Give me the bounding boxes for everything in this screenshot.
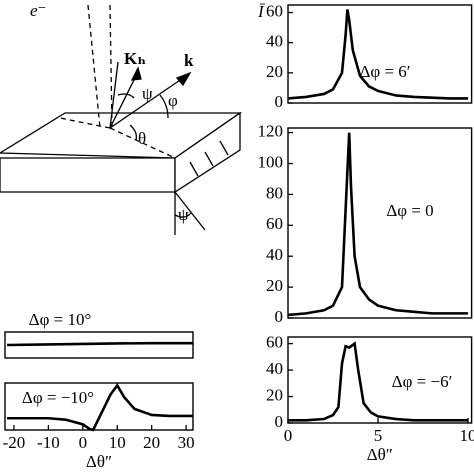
y-tick-label: 0: [275, 92, 284, 111]
data-line: [288, 341, 468, 422]
y-tick-label: 0: [275, 412, 284, 431]
x-tick-label: 0: [79, 433, 88, 452]
annotation: Δφ = 10°: [29, 310, 92, 329]
data-line: [7, 341, 193, 347]
diagram-label: Kₕ: [124, 49, 146, 68]
annotation: Δφ = −6′: [392, 372, 453, 391]
plot-frame: [4, 331, 194, 359]
annotation: Δφ = 0: [386, 201, 433, 220]
y-tick-label: 0: [275, 307, 284, 326]
x-tick-label: 10: [109, 433, 126, 452]
y-axis-label: Ī: [257, 2, 266, 21]
y-tick-label: 120: [258, 122, 284, 141]
x-axis-label: Δθ″: [367, 445, 393, 464]
diagram-label: ψ: [142, 84, 153, 103]
y-tick-label: 20: [266, 385, 283, 404]
y-tick-label: 80: [266, 183, 283, 202]
diagram-label: k: [184, 51, 194, 70]
annotation: Δφ = 6′: [359, 62, 410, 81]
diagram-label: θ: [138, 129, 146, 148]
y-tick-label: 20: [266, 62, 283, 81]
plot-frame: [4, 382, 194, 431]
x-tick-label: 5: [374, 426, 383, 445]
diagram: [0, 4, 243, 235]
diagram-label: e⁻: [30, 1, 47, 20]
annotation: Δφ = −10°: [22, 388, 94, 407]
x-tick-label: 10: [460, 426, 474, 445]
y-tick-label: 60: [266, 214, 283, 233]
y-tick-label: 100: [258, 152, 284, 171]
data-line: [287, 9, 468, 100]
plot-frame: [287, 4, 473, 104]
data-line: [287, 132, 468, 317]
y-tick-label: 60: [266, 1, 283, 20]
y-tick-label: 40: [266, 32, 283, 51]
diagram-label: ψ: [178, 205, 189, 224]
x-tick-label: 0: [284, 426, 293, 445]
x-tick-label: -10: [37, 433, 60, 452]
plot-frame: [287, 336, 473, 424]
y-tick-label: 20: [266, 276, 283, 295]
x-tick-label: 30: [178, 433, 195, 452]
x-axis-label: Δθ″: [86, 452, 112, 471]
diagram-label: φ: [168, 91, 178, 110]
plot-frame: [287, 127, 473, 319]
x-tick-label: 20: [143, 433, 160, 452]
y-tick-label: 40: [266, 359, 283, 378]
data-line: [7, 382, 193, 432]
y-tick-label: 40: [266, 245, 283, 264]
x-tick-label: -20: [3, 433, 26, 452]
y-tick-label: 60: [266, 333, 283, 352]
